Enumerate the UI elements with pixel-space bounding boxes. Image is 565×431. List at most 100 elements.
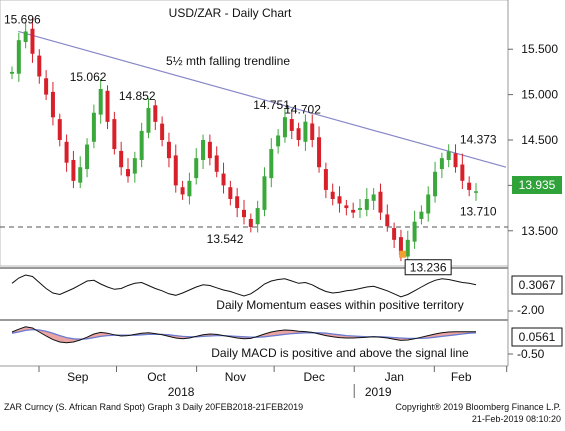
candle-body	[98, 88, 103, 115]
momentum-line	[11, 274, 477, 298]
footer-timestamp: 21-Feb-2019 08:10:20	[472, 414, 561, 424]
price-annotation: 15.062	[70, 70, 107, 84]
candle-body	[405, 239, 410, 257]
macd-tick-label: -0.50	[517, 347, 545, 361]
candle-body	[398, 237, 403, 255]
candle-body	[105, 90, 110, 122]
x-year-label: 2019	[365, 385, 392, 399]
candle-body	[57, 119, 62, 140]
candle-body	[228, 187, 233, 199]
x-year-label: 2018	[168, 385, 195, 399]
candle-body	[30, 28, 35, 54]
candle-body	[10, 71, 14, 74]
price-annotation: 14.373	[460, 133, 497, 147]
momentum-caption: Daily Momentum eases within positive ter…	[216, 298, 463, 312]
price-panel-frame	[0, 0, 509, 267]
candle-body	[358, 208, 362, 210]
candle-body	[64, 141, 69, 163]
falling-trendline	[18, 30, 507, 168]
candle-body	[446, 151, 451, 160]
y-tick-label: 14.500	[521, 133, 558, 147]
candle-body	[371, 194, 376, 201]
candle-body	[173, 155, 178, 186]
candle-body	[385, 214, 390, 227]
candle-body	[132, 158, 137, 174]
momentum-tick-label: -2.00	[517, 303, 545, 317]
chart-title: USD/ZAR - Daily Chart	[169, 6, 292, 20]
price-annotation: 13.710	[460, 205, 497, 219]
candle-body	[364, 199, 369, 210]
candle-body	[378, 191, 383, 213]
macd-line	[11, 326, 476, 344]
trendline-label: 5½ mth falling trendline	[166, 54, 290, 68]
x-month-label: Oct	[147, 370, 166, 384]
candle-body	[235, 196, 240, 209]
footer-source: ZAR Curncy (S. African Rand Spot) Graph …	[4, 402, 303, 412]
candle-body	[453, 153, 458, 168]
momentum-panel	[11, 274, 513, 312]
price-annotation: 13.236	[410, 261, 447, 275]
candle-body	[296, 128, 301, 140]
x-month-label: Dec	[304, 370, 325, 384]
y-tick-label: 15.000	[521, 88, 558, 102]
candle-body	[276, 135, 281, 147]
candle-body	[392, 228, 397, 240]
candle-body	[91, 112, 96, 142]
candle-body	[180, 187, 185, 195]
candle-body	[426, 194, 431, 214]
x-month-label: Sep	[67, 370, 89, 384]
candle-body	[139, 130, 144, 160]
candle-body	[146, 108, 151, 133]
last-price-label: 13.935	[519, 178, 556, 192]
low-label-box	[404, 259, 452, 276]
candle-body	[467, 182, 472, 190]
candle-body	[119, 150, 124, 168]
candle-body	[474, 191, 478, 193]
candle-body	[85, 144, 90, 170]
candle-body	[255, 208, 260, 225]
price-annotation: 14.852	[119, 89, 156, 103]
candle-body	[207, 141, 212, 159]
candle-body	[330, 191, 335, 199]
candle-body	[78, 167, 83, 183]
candle-body	[221, 173, 226, 186]
candle-body	[344, 205, 349, 209]
candle-body	[187, 180, 192, 197]
candle-body	[23, 31, 28, 42]
candle-body	[44, 78, 49, 95]
macd-caption: Daily MACD is positive and above the sig…	[211, 346, 469, 360]
candle-body	[166, 141, 171, 159]
candle-body	[317, 137, 322, 168]
candle-body	[37, 55, 42, 77]
x-month-label: Nov	[225, 370, 246, 384]
candle-body	[310, 123, 315, 140]
candle-body	[201, 140, 206, 160]
momentum-last-badge	[511, 275, 563, 295]
candle-body	[282, 117, 287, 138]
candle-body	[242, 209, 246, 218]
candle-body	[439, 158, 444, 170]
candle-body	[419, 211, 424, 219]
price-annotation: 13.542	[207, 232, 244, 246]
time-axis: Sep Oct Nov Dec Jan Feb 2018 2019	[38, 366, 508, 399]
candle-body	[126, 169, 130, 177]
candle-body	[303, 121, 308, 142]
y-tick-label: 15.500	[521, 42, 558, 56]
price-annotation: 14.702	[284, 103, 321, 117]
footer-copyright: Copyright® 2019 Bloomberg Finance L.P.	[395, 402, 561, 412]
candle-body	[16, 40, 21, 74]
candle-body	[433, 171, 438, 197]
candle-body	[214, 155, 219, 172]
momentum-last-label: 0.3067	[519, 278, 556, 292]
low-marker	[399, 250, 407, 258]
macd-panel	[11, 326, 513, 355]
last-price-badge	[512, 176, 562, 194]
macd-last-badge	[511, 327, 563, 347]
price-annotation: 15.696	[4, 12, 41, 26]
price-annotation: 14.751	[253, 98, 290, 112]
candle-body	[71, 159, 76, 181]
